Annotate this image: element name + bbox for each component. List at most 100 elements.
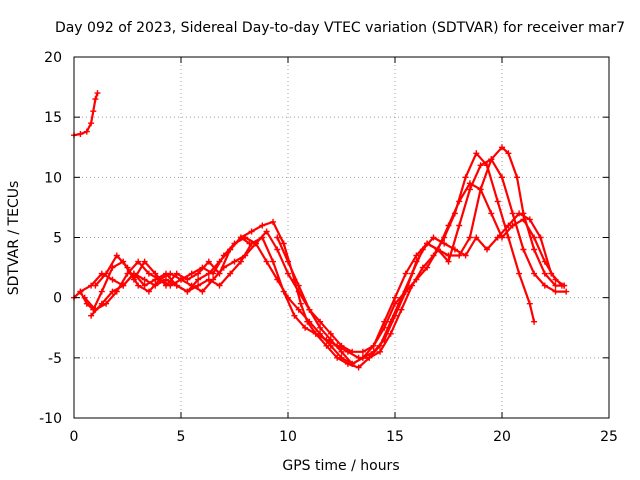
data-point [499,174,505,181]
y-tick-label: -10 [39,411,62,427]
data-point [392,312,398,319]
data-point [124,270,131,277]
data-point [477,186,484,193]
data-point [205,258,212,265]
x-tick-label: 15 [386,429,404,445]
data-point [83,128,90,135]
data-point [392,294,398,301]
y-tick-label: 5 [53,231,62,247]
data-point [77,131,84,137]
grid [74,57,609,418]
data-point [338,342,345,349]
data-point [109,276,116,283]
data-point [263,258,270,265]
data-point [531,270,538,277]
data-point [195,270,202,277]
data-point [359,354,366,361]
data-point [188,270,195,277]
data-point [135,282,142,289]
series-line [83,158,568,365]
data-point [370,348,377,355]
data-point [145,270,152,277]
data-point [526,300,533,307]
series-track-7 [274,144,568,367]
data-point [402,270,409,277]
data-point [509,210,516,217]
data-point [302,324,309,331]
data-point [152,270,159,277]
data-point [173,270,180,277]
data-point [317,324,324,331]
data-point [531,318,538,325]
data-point [488,156,495,163]
data-point [520,210,527,217]
data-point [317,330,324,337]
data-point [413,258,420,265]
chart-title: Day 092 of 2023, Sidereal Day-to-day VTE… [55,20,625,36]
data-point [552,288,559,295]
data-point [297,300,304,307]
data-point [484,246,490,253]
y-tick-label: 15 [44,110,62,126]
series-track-4 [88,150,538,361]
data-point [338,348,345,355]
data-point [285,270,291,277]
data-point [355,364,362,371]
data-point [90,108,97,115]
x-tick-label: 20 [493,429,511,445]
data-point [552,276,559,283]
data-point [81,294,88,301]
y-tick-label: 0 [53,291,62,307]
data-point [462,252,469,259]
data-point [270,218,276,225]
data-point [466,186,473,193]
data-point [237,258,244,265]
data-point [295,282,302,289]
data-point [227,270,234,277]
data-point [199,264,206,271]
data-point [466,234,473,241]
data-point [98,288,105,295]
data-point [188,282,195,289]
y-axis-title: SDTVAR / TECUs [6,181,22,296]
data-point [377,348,383,355]
data-point [242,252,249,259]
data-point [103,270,110,277]
data-point [113,252,120,259]
data-point [441,240,448,247]
data-point [141,282,148,289]
data-point [505,150,512,157]
data-point [285,258,291,265]
data-point [563,288,570,295]
data-point [424,264,431,271]
data-point [274,234,281,241]
data-point [259,222,266,229]
x-tick-label: 0 [70,429,79,445]
data-point [216,282,223,289]
data-point [430,234,437,241]
data-point [88,312,95,319]
y-tick-label: -5 [48,351,62,367]
data-point [413,252,420,259]
data-point [306,306,313,313]
data-point [231,240,238,247]
data-point [541,258,548,265]
data-point [477,162,484,169]
series-track-1 [71,90,101,139]
data-point [92,96,99,103]
data-point [349,360,356,367]
data-point [561,282,568,289]
data-point [77,288,84,295]
series-track-2 [71,234,253,313]
ticks [73,56,610,419]
data-point [505,234,512,241]
data-point [499,234,505,241]
data-point [327,336,334,343]
data-point [488,210,495,217]
data-point [248,228,255,235]
data-point [473,150,480,157]
x-tick-label: 25 [600,429,618,445]
data-point [424,240,431,247]
data-point [270,258,276,265]
x-tick-label: 10 [279,429,297,445]
